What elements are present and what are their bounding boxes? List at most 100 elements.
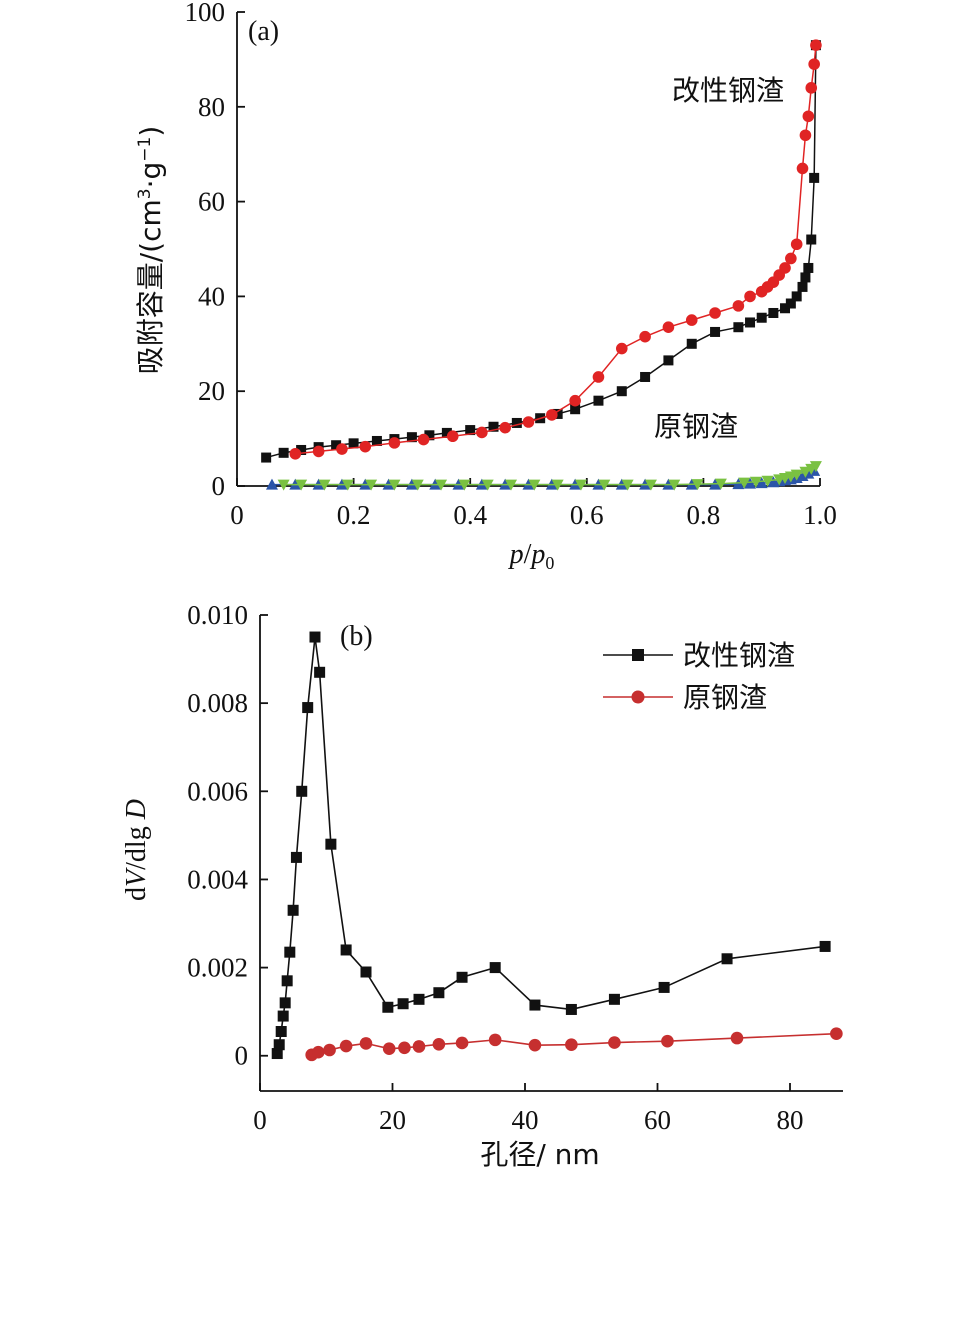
data-point <box>570 404 581 415</box>
data-point <box>639 330 651 343</box>
legend-label: 原钢渣 <box>683 681 767 714</box>
series-0 <box>271 631 831 1060</box>
y-axis-label: 吸附容量/(cm3·g−1) <box>134 126 167 375</box>
data-point <box>456 971 468 983</box>
data-point <box>780 303 791 314</box>
data-point <box>435 479 448 491</box>
chart-panel-a: 0 20 40 60 80 100 0 0.2 0.4 0.6 0.8 1.0 (a) 吸附容量/(c… <box>134 0 837 573</box>
legend-label: 改性钢渣 <box>683 639 795 672</box>
data-point <box>710 326 721 337</box>
axis-ticks: 0 0.002 0.004 0.006 0.008 0.010 0 20 40 60 80 <box>187 600 803 1135</box>
x-tick-label: 0.6 <box>570 500 604 530</box>
data-point <box>685 314 698 326</box>
x-tick-label: 0 <box>230 500 244 530</box>
y-axis-label-sup3: 3 <box>135 188 155 199</box>
data-point <box>261 452 272 463</box>
y-axis-label-sup: −1 <box>135 137 155 162</box>
data-point <box>295 479 308 491</box>
data-point <box>805 463 818 475</box>
data-point <box>365 479 378 491</box>
series-line <box>265 45 817 459</box>
data-point <box>411 479 424 491</box>
data-point <box>476 426 488 439</box>
data-point <box>465 425 476 436</box>
x-tick-label: 1.0 <box>803 500 837 530</box>
data-point <box>756 312 767 323</box>
data-point <box>348 438 359 449</box>
axis-ticks: 0 20 40 60 80 100 0 0.2 0.4 0.6 0.8 1.0 <box>185 0 837 530</box>
y-axis-label-v: V <box>121 867 152 887</box>
series-group <box>271 631 843 1062</box>
y-axis-label-main: 吸附容量/(cm <box>134 199 167 374</box>
data-point <box>569 394 581 407</box>
series-1 <box>305 1027 843 1062</box>
y-tick-label: 0.008 <box>187 688 248 718</box>
data-point <box>323 1043 336 1057</box>
annotation-raw-slag: 原钢渣 <box>654 410 738 443</box>
y-tick-label: 0 <box>235 1041 249 1071</box>
data-point <box>830 1027 843 1041</box>
data-point <box>273 1039 285 1051</box>
series-line <box>283 465 817 486</box>
data-point <box>668 479 681 491</box>
x-axis-label-slash: / <box>524 539 532 570</box>
data-point <box>455 1036 469 1050</box>
data-point <box>488 1033 502 1047</box>
y-axis-label-end: ) <box>134 126 167 137</box>
data-point <box>296 444 307 455</box>
x-tick-label: 20 <box>379 1105 406 1135</box>
x-tick-label: 60 <box>644 1105 671 1135</box>
data-point <box>691 479 704 491</box>
data-point <box>360 966 372 978</box>
y-axis-label-d: d <box>121 887 152 901</box>
data-point <box>686 338 697 349</box>
data-point <box>761 475 774 487</box>
y-tick-label: 60 <box>198 187 225 217</box>
data-point <box>331 440 342 451</box>
data-point <box>608 993 620 1005</box>
x-tick-label: 0.2 <box>337 500 371 530</box>
x-tick-label: 40 <box>512 1105 539 1135</box>
data-point <box>281 975 293 987</box>
data-point <box>382 1042 396 1055</box>
data-point <box>552 408 563 419</box>
data-point <box>565 1038 578 1052</box>
y-axis-label-D: D <box>121 799 152 820</box>
data-point <box>791 291 802 302</box>
data-point <box>499 421 511 434</box>
data-point <box>621 479 634 491</box>
data-point <box>302 702 314 714</box>
data-point <box>289 447 302 460</box>
x-axis-label-p: p <box>508 539 524 570</box>
data-point <box>644 479 657 491</box>
data-point <box>785 252 797 265</box>
data-point <box>287 904 299 916</box>
x-axis-label: 孔径/ nm <box>480 1138 599 1171</box>
data-point <box>593 395 604 406</box>
data-point <box>662 321 675 334</box>
data-point <box>755 477 768 489</box>
data-point <box>799 129 812 142</box>
data-point <box>481 479 494 491</box>
data-point <box>341 479 354 491</box>
data-point <box>790 238 803 251</box>
data-point <box>424 430 435 441</box>
data-point <box>488 421 499 432</box>
data-point <box>397 998 409 1010</box>
y-tick-label: 20 <box>198 376 225 406</box>
data-point <box>522 416 535 428</box>
data-point <box>406 432 417 443</box>
data-point <box>808 58 820 70</box>
data-point <box>489 962 501 974</box>
data-point <box>309 631 321 643</box>
data-point <box>388 479 401 491</box>
data-point <box>371 435 382 446</box>
data-point <box>546 409 558 421</box>
data-point <box>773 474 786 486</box>
data-point <box>768 307 779 318</box>
data-point <box>528 479 541 491</box>
x-axis-label: p/p0 <box>508 539 555 573</box>
data-point <box>796 162 809 175</box>
